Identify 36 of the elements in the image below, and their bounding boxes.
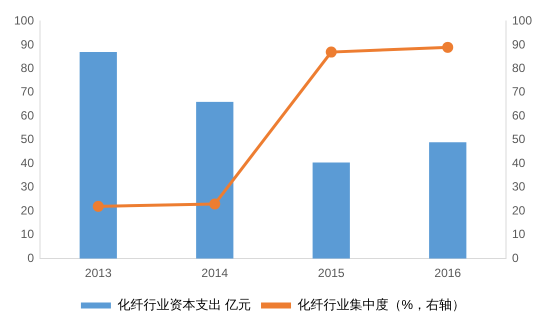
y2-tick-label: 90 <box>512 37 526 52</box>
y-tick-label: 0 <box>27 250 34 265</box>
point <box>442 42 454 53</box>
bar <box>80 52 117 259</box>
y2-tick-label: 50 <box>512 132 526 146</box>
y2-tick-label: 30 <box>512 180 526 194</box>
x-tick-label: 2014 <box>201 266 228 280</box>
y2-tick-label: 10 <box>512 227 526 242</box>
y2-tick-label: 100 <box>512 14 532 28</box>
y-tick-label: 70 <box>20 84 34 99</box>
legend-label: 化纤行业集中度（%，右轴） <box>298 297 466 312</box>
y-tick-label: 80 <box>20 60 34 75</box>
x-tick-label: 2015 <box>318 266 345 280</box>
y2-tick-label: 20 <box>512 203 526 218</box>
bar <box>312 162 350 259</box>
bar <box>429 142 466 259</box>
y-tick-label: 20 <box>20 203 34 218</box>
bar <box>196 102 234 259</box>
y2-tick-label: 0 <box>512 250 519 265</box>
y-tick-label: 90 <box>20 37 34 52</box>
x-tick-label: 2016 <box>434 266 462 280</box>
y2-tick-label: 80 <box>512 60 526 75</box>
y2-tick-label: 70 <box>512 84 526 99</box>
x-tick-label: 2013 <box>84 266 112 280</box>
y2-tick-label: 40 <box>512 156 526 170</box>
y-tick-label: 10 <box>20 227 34 242</box>
y2-tick-label: 60 <box>512 108 526 122</box>
y-tick-label: 60 <box>20 108 34 122</box>
point <box>209 198 220 210</box>
y-tick-label: 30 <box>20 180 34 194</box>
point <box>92 200 104 212</box>
legend-label: 化纤行业资本支出 亿元 <box>117 297 252 312</box>
y-tick-label: 40 <box>20 156 34 170</box>
y-tick-label: 100 <box>14 14 34 28</box>
point <box>326 46 337 58</box>
y-tick-label: 50 <box>20 132 34 146</box>
